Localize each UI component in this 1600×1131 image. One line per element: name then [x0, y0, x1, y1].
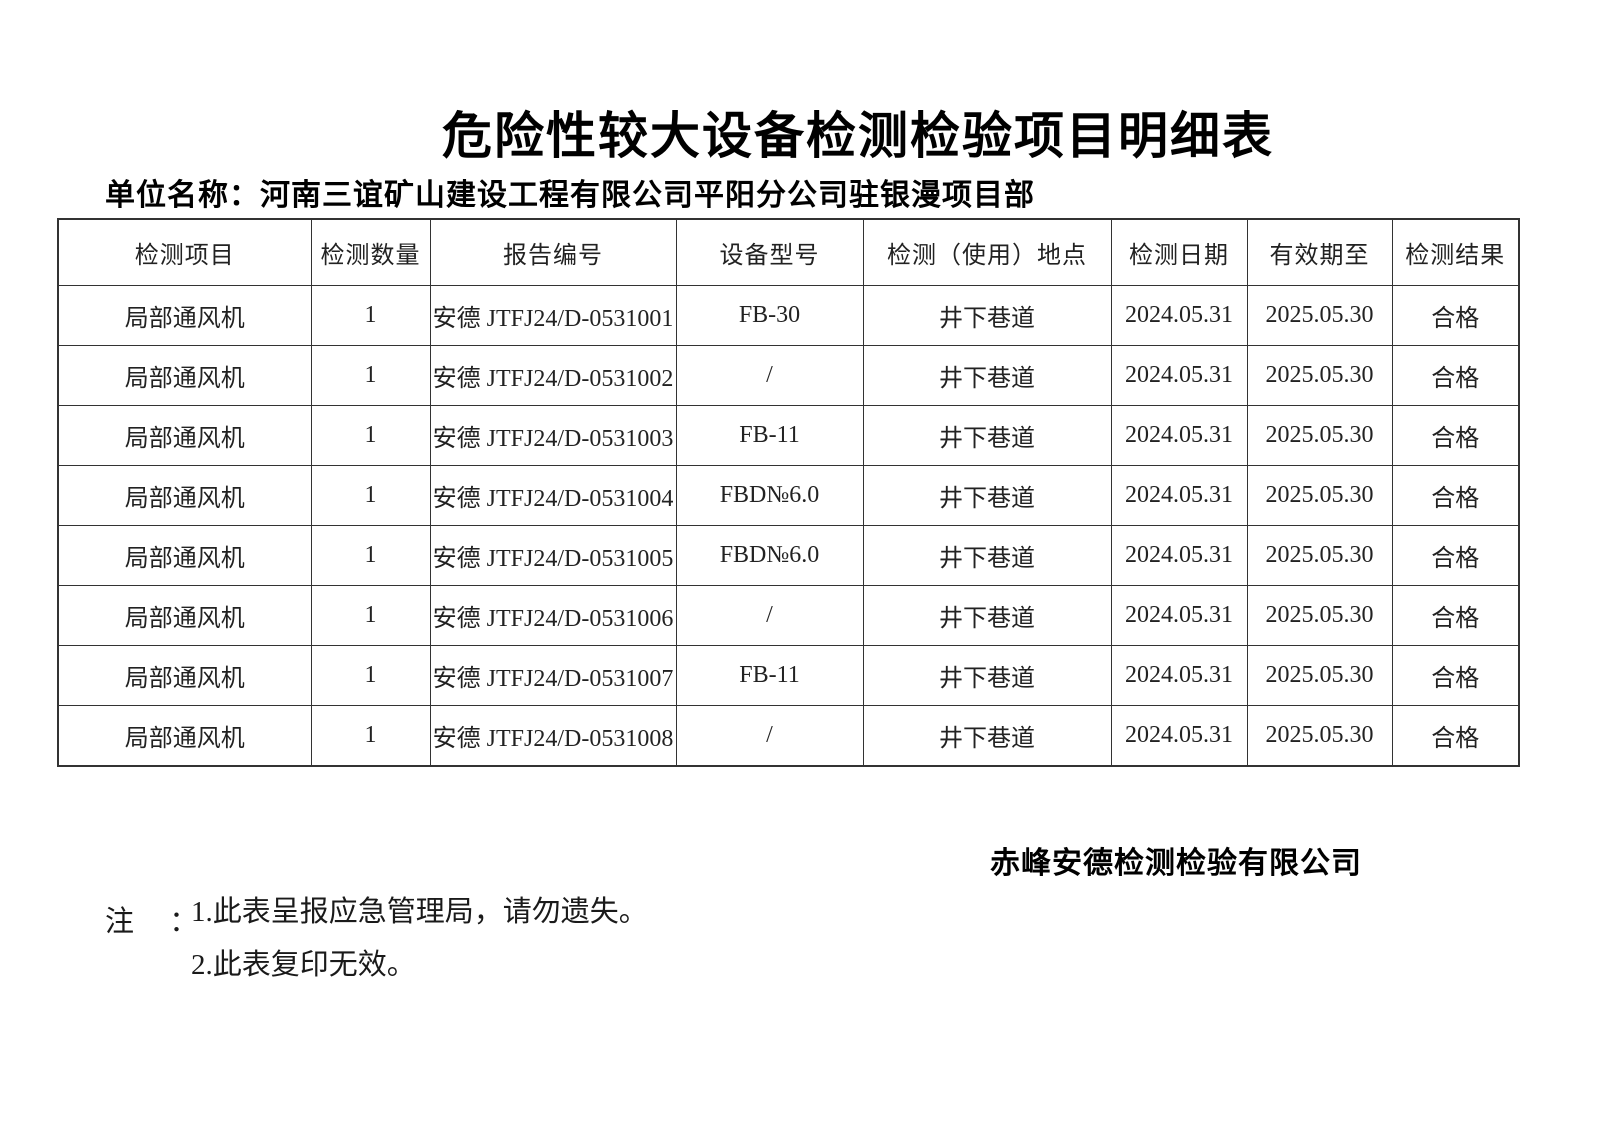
header-cell: 设备型号: [675, 218, 864, 286]
issuer-company: 赤峰安德检测检验有限公司: [990, 847, 1362, 880]
table-row: 局部通风机 1 安德 JTFJ24/D-0531003 FB-11 井下巷道 2024.0…: [57, 405, 1520, 466]
table-cell: 1: [310, 585, 431, 646]
table-row: 局部通风机 1 安德 JTFJ24/D-0531005 FBD№6.0 井下巷道 2024…: [57, 525, 1520, 586]
table-cell: 合格: [1391, 465, 1520, 526]
table-cell: 2025.05.30: [1246, 585, 1393, 646]
table-body: 局部通风机 1 安德 JTFJ24/D-0531001 FB-30 井下巷道 2024.0…: [57, 285, 1520, 767]
table-cell: 合格: [1391, 525, 1520, 586]
table-cell: FBD№6.0: [675, 525, 864, 586]
table-cell: 安德 JTFJ24/D-0531004: [429, 465, 677, 526]
table-cell: 合格: [1391, 705, 1520, 767]
note-item: 1.此表呈报应急管理局，请勿遗失。: [191, 896, 648, 928]
table-cell: 1: [310, 345, 431, 406]
table-cell: 井下巷道: [862, 705, 1112, 767]
table-cell: 局部通风机: [57, 465, 312, 526]
table-row: 局部通风机 1 安德 JTFJ24/D-0531002/井下巷道 2024.05.31…: [57, 345, 1520, 406]
table-header: 检测项目 检测数量 报告编号 设备型号 检测（使用）地点 检测日期 有效期至 检测结果: [57, 218, 1520, 286]
header-cell: 检测项目: [57, 218, 312, 286]
table-cell: FB-30: [675, 285, 864, 346]
table-cell: 井下巷道: [862, 645, 1112, 706]
table-cell: 井下巷道: [862, 405, 1112, 466]
unit-name-line: 单位名称：河南三谊矿山建设工程有限公司平阳分公司驻银漫项目部: [105, 170, 1035, 214]
table-cell: 合格: [1391, 405, 1520, 466]
table-cell: 局部通风机: [57, 585, 312, 646]
table-cell: 安德 JTFJ24/D-0531005: [429, 525, 677, 586]
table-cell: 井下巷道: [862, 465, 1112, 526]
header-cell: 报告编号: [429, 218, 677, 286]
table-cell: 局部通风机: [57, 405, 312, 466]
table-cell: 2024.05.31: [1110, 285, 1248, 346]
table-cell: 2024.05.31: [1110, 585, 1248, 646]
table-row: 局部通风机 1 安德 JTFJ24/D-0531007 FB-11 井下巷道 2024.0…: [57, 645, 1520, 706]
table-cell: 安德 JTFJ24/D-0531008: [429, 705, 677, 767]
table-row: 局部通风机 1 安德 JTFJ24/D-0531008/井下巷道 2024.05.31…: [57, 705, 1520, 767]
table-cell: FB-11: [675, 645, 864, 706]
table-cell: 1: [310, 525, 431, 586]
table-cell: 安德 JTFJ24/D-0531007: [429, 645, 677, 706]
table-cell: 井下巷道: [862, 525, 1112, 586]
table-row: 局部通风机 1 安德 JTFJ24/D-0531004 FBD№6.0 井下巷道 2024…: [57, 465, 1520, 526]
header-cell: 有效期至: [1246, 218, 1393, 286]
table-cell: FB-11: [675, 405, 864, 466]
table-cell: /: [675, 705, 864, 767]
table-cell: 局部通风机: [57, 525, 312, 586]
table-cell: /: [675, 585, 864, 646]
table-cell: 2024.05.31: [1110, 525, 1248, 586]
table-cell: 局部通风机: [57, 705, 312, 767]
table-cell: 2025.05.30: [1246, 525, 1393, 586]
table-cell: 2025.05.30: [1246, 285, 1393, 346]
notes-items: 1.此表呈报应急管理局，请勿遗失。 2.此表复印无效。: [191, 898, 648, 1004]
notes-block: 注 ： 1.此表呈报应急管理局，请勿遗失。 2.此表复印无效。: [105, 898, 648, 1004]
table-cell: 1: [310, 705, 431, 767]
notes-label: 注 ：: [105, 906, 213, 938]
unit-name-value: 河南三谊矿山建设工程有限公司平阳分公司驻银漫项目部: [260, 179, 1035, 212]
table-row: 局部通风机 1 安德 JTFJ24/D-0531006/井下巷道 2024.05.31…: [57, 585, 1520, 646]
header-row: 检测项目 检测数量 报告编号 设备型号 检测（使用）地点 检测日期 有效期至 检测结果: [57, 218, 1520, 286]
table-cell: 1: [310, 285, 431, 346]
table-cell: 局部通风机: [57, 345, 312, 406]
table-cell: 2024.05.31: [1110, 345, 1248, 406]
table-cell: /: [675, 345, 864, 406]
table-cell: 2024.05.31: [1110, 405, 1248, 466]
table-cell: 1: [310, 645, 431, 706]
table-cell: 合格: [1391, 645, 1520, 706]
table-cell: 2025.05.30: [1246, 645, 1393, 706]
table-cell: 井下巷道: [862, 585, 1112, 646]
table-cell: 2024.05.31: [1110, 645, 1248, 706]
table-cell: 2025.05.30: [1246, 705, 1393, 767]
table-cell: 2025.05.30: [1246, 405, 1393, 466]
table-cell: 1: [310, 405, 431, 466]
table-cell: 合格: [1391, 345, 1520, 406]
table-row: 局部通风机 1 安德 JTFJ24/D-0531001 FB-30 井下巷道 2024.0…: [57, 285, 1520, 346]
table-cell: 局部通风机: [57, 285, 312, 346]
page-title: 危险性较大设备检测检验项目明细表: [442, 108, 1274, 164]
table-cell: 2025.05.30: [1246, 345, 1393, 406]
table-cell: 局部通风机: [57, 645, 312, 706]
note-item: 2.此表复印无效。: [191, 949, 416, 981]
table-cell: 合格: [1391, 285, 1520, 346]
table-cell: 2025.05.30: [1246, 465, 1393, 526]
table-cell: FBD№6.0: [675, 465, 864, 526]
table-cell: 井下巷道: [862, 345, 1112, 406]
table-cell: 井下巷道: [862, 285, 1112, 346]
table-cell: 2024.05.31: [1110, 705, 1248, 767]
unit-name-label: 单位名称：: [105, 179, 260, 212]
inspection-table: 检测项目 检测数量 报告编号 设备型号 检测（使用）地点 检测日期 有效期至 检测结果 局部通…: [57, 218, 1520, 767]
table-cell: 合格: [1391, 585, 1520, 646]
header-cell: 检测日期: [1110, 218, 1248, 286]
header-cell: 检测结果: [1391, 218, 1520, 286]
table-cell: 安德 JTFJ24/D-0531003: [429, 405, 677, 466]
table-cell: 安德 JTFJ24/D-0531006: [429, 585, 677, 646]
table-cell: 安德 JTFJ24/D-0531001: [429, 285, 677, 346]
header-cell: 检测（使用）地点: [862, 218, 1112, 286]
table-cell: 安德 JTFJ24/D-0531002: [429, 345, 677, 406]
table-cell: 2024.05.31: [1110, 465, 1248, 526]
table-cell: 1: [310, 465, 431, 526]
header-cell: 检测数量: [310, 218, 431, 286]
